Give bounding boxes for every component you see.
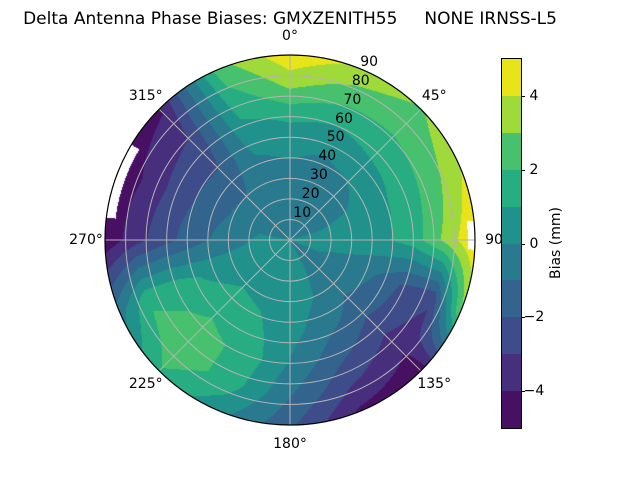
azimuth-label-0: 0°: [282, 28, 298, 44]
colorbar-axis-label: Bias (mm): [548, 206, 564, 280]
colorbar-tick: [521, 169, 525, 171]
colorbar-band: [502, 59, 521, 96]
radial-tick-label-90: 90: [360, 54, 379, 71]
colorbar-band: [502, 206, 521, 244]
plot-title: Delta Antenna Phase Biases: GMXZENITH55 …: [23, 9, 557, 29]
colorbar-tick: [521, 95, 525, 97]
radial-tick-label-50: 50: [326, 129, 345, 146]
radial-tick-label-80: 80: [351, 73, 370, 90]
azimuth-label-225: 225°: [128, 376, 163, 393]
colorbar-tick-label: 4: [529, 87, 539, 104]
radial-tick-label-20: 20: [301, 185, 320, 202]
colorbar-tick-label: −2: [523, 309, 545, 326]
radial-tick-label-60: 60: [335, 110, 353, 127]
colorbar-tick: [521, 391, 525, 393]
colorbar-tick: [521, 317, 525, 319]
colorbar-band: [502, 169, 521, 207]
azimuth-label-180: 180°: [273, 436, 307, 452]
colorbar-band: [502, 391, 521, 429]
colorbar-tick-label: −4: [523, 383, 545, 400]
colorbar-tick-label: 0: [529, 235, 539, 252]
colorbar-tick: [521, 243, 525, 245]
azimuth-label-45: 45°: [421, 87, 447, 104]
azimuth-label-270: 270°: [69, 232, 103, 248]
colorbar-band: [502, 95, 521, 133]
colorbar-tick-label: 2: [529, 161, 539, 178]
azimuth-label-90: 90: [485, 232, 503, 248]
radial-tick-label-10: 10: [293, 204, 312, 221]
radial-tick-label-40: 40: [318, 148, 337, 165]
colorbar-band: [502, 354, 521, 392]
colorbar-band: [502, 317, 521, 355]
azimuth-label-135: 135°: [417, 376, 452, 393]
azimuth-label-315: 315°: [128, 87, 163, 104]
colorbar-band: [502, 280, 521, 318]
radial-tick-label-70: 70: [343, 91, 362, 108]
radial-tick-label-30: 30: [310, 166, 328, 183]
colorbar-band: [502, 132, 521, 170]
colorbar-band: [502, 243, 521, 281]
colorbar: [501, 58, 522, 429]
